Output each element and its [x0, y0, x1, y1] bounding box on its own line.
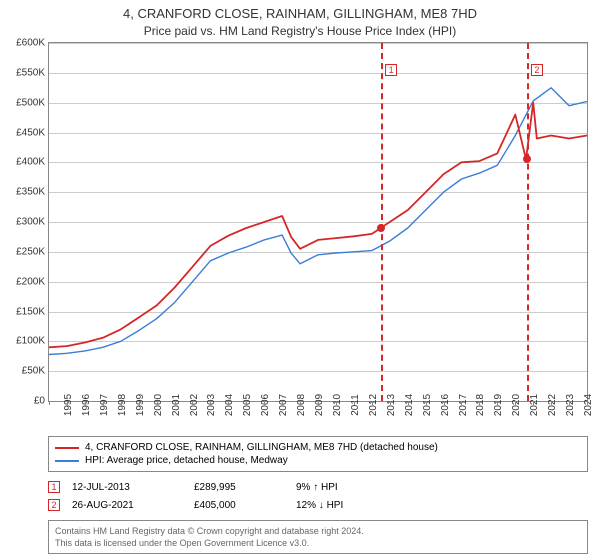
y-axis-label: £600K [16, 38, 45, 49]
transaction-price: £405,000 [194, 500, 284, 511]
y-axis-label: £300K [16, 217, 45, 228]
footer-line-2: This data is licensed under the Open Gov… [55, 537, 581, 549]
y-axis-label: £150K [16, 306, 45, 317]
legend-swatch [55, 447, 79, 449]
footer-line-1: Contains HM Land Registry data © Crown c… [55, 525, 581, 537]
chart-subtitle: Price paid vs. HM Land Registry's House … [0, 21, 600, 42]
series-price_paid [49, 103, 587, 348]
transaction-price: £289,995 [194, 482, 284, 493]
y-axis-label: £100K [16, 336, 45, 347]
legend-swatch [55, 460, 79, 462]
transaction-hpi-delta: 9% ↑ HPI [296, 482, 396, 493]
chart-lines [49, 43, 587, 401]
transaction-marker-1: 1 [385, 64, 397, 76]
y-axis-label: £500K [16, 97, 45, 108]
y-axis-label: £250K [16, 246, 45, 257]
x-axis-label: 2025 [587, 394, 600, 416]
legend-label: 4, CRANFORD CLOSE, RAINHAM, GILLINGHAM, … [85, 442, 438, 453]
transaction-point [377, 224, 385, 232]
y-axis-label: £400K [16, 157, 45, 168]
y-axis-label: £350K [16, 187, 45, 198]
transaction-date: 26-AUG-2021 [72, 500, 182, 511]
y-axis-label: £450K [16, 127, 45, 138]
legend-label: HPI: Average price, detached house, Medw… [85, 455, 288, 466]
legend-item: HPI: Average price, detached house, Medw… [55, 454, 581, 467]
transaction-row: 1 12-JUL-2013 £289,995 9% ↑ HPI [48, 478, 588, 496]
transaction-table: 1 12-JUL-2013 £289,995 9% ↑ HPI 2 26-AUG-2021… [48, 478, 588, 514]
chart-title: 4, CRANFORD CLOSE, RAINHAM, GILLINGHAM, … [0, 0, 600, 21]
series-hpi [49, 88, 587, 355]
transaction-hpi-delta: 12% ↓ HPI [296, 500, 396, 511]
legend-item: 4, CRANFORD CLOSE, RAINHAM, GILLINGHAM, … [55, 441, 581, 454]
transaction-vline [381, 43, 383, 401]
y-axis-label: £0 [34, 396, 45, 407]
transaction-point [523, 155, 531, 163]
legend-box: 4, CRANFORD CLOSE, RAINHAM, GILLINGHAM, … [48, 436, 588, 472]
transaction-row: 2 26-AUG-2021 £405,000 12% ↓ HPI [48, 496, 588, 514]
footer-attribution: Contains HM Land Registry data © Crown c… [48, 520, 588, 554]
y-axis-label: £550K [16, 67, 45, 78]
transaction-row-marker: 1 [48, 481, 60, 493]
transaction-marker-2: 2 [531, 64, 543, 76]
transaction-vline [527, 43, 529, 401]
transaction-date: 12-JUL-2013 [72, 482, 182, 493]
y-axis-label: £50K [22, 366, 45, 377]
transaction-row-marker: 2 [48, 499, 60, 511]
chart-plot-area: £0£50K£100K£150K£200K£250K£300K£350K£400… [48, 42, 588, 402]
y-axis-label: £200K [16, 276, 45, 287]
